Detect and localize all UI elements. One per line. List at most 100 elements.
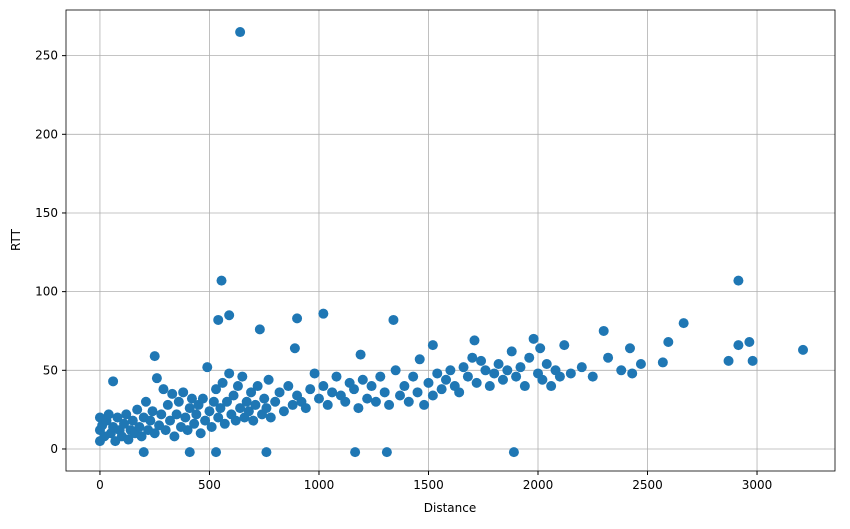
- point: [241, 396, 252, 407]
- point: [261, 447, 272, 458]
- point: [462, 371, 473, 382]
- point: [184, 403, 195, 414]
- point: [191, 409, 202, 420]
- point: [309, 368, 320, 379]
- point: [305, 384, 316, 395]
- point: [598, 325, 609, 336]
- point: [243, 406, 254, 417]
- point: [261, 403, 272, 414]
- point: [427, 390, 438, 401]
- point: [158, 384, 169, 395]
- point: [395, 390, 406, 401]
- point: [149, 428, 160, 439]
- point: [232, 381, 243, 392]
- point: [221, 396, 232, 407]
- point: [237, 371, 248, 382]
- point: [165, 415, 176, 426]
- point: [250, 399, 261, 410]
- point: [484, 381, 495, 392]
- x-axis-label: Distance: [424, 501, 476, 515]
- point: [331, 371, 342, 382]
- point: [349, 384, 360, 395]
- point: [535, 343, 546, 354]
- point: [408, 371, 419, 382]
- x-tick-label: 500: [198, 478, 221, 492]
- point: [195, 428, 206, 439]
- point: [103, 409, 114, 420]
- point: [390, 365, 401, 376]
- point: [357, 374, 368, 385]
- point: [160, 425, 171, 436]
- point: [635, 359, 646, 370]
- point: [318, 308, 329, 319]
- point: [140, 396, 151, 407]
- point: [515, 362, 526, 373]
- point: [200, 415, 211, 426]
- point: [493, 359, 504, 370]
- point: [678, 318, 689, 329]
- point: [528, 333, 539, 344]
- point: [576, 362, 587, 373]
- point: [300, 403, 311, 414]
- point: [292, 313, 303, 324]
- point: [370, 396, 381, 407]
- point: [132, 404, 143, 415]
- point: [798, 344, 809, 355]
- point: [445, 365, 456, 376]
- point: [663, 336, 674, 347]
- point: [248, 415, 259, 426]
- point: [524, 352, 535, 363]
- point: [375, 371, 386, 382]
- point: [616, 365, 627, 376]
- point: [355, 349, 366, 360]
- point: [259, 393, 270, 404]
- point: [167, 388, 178, 399]
- point: [136, 431, 147, 442]
- point: [204, 406, 215, 417]
- point: [186, 393, 197, 404]
- point: [340, 396, 351, 407]
- point: [546, 381, 557, 392]
- point: [627, 368, 638, 379]
- point: [213, 412, 224, 423]
- point: [219, 418, 230, 429]
- point: [213, 314, 224, 325]
- point: [436, 384, 447, 395]
- point: [149, 351, 160, 362]
- point: [134, 421, 145, 432]
- point: [476, 355, 487, 366]
- point: [184, 447, 195, 458]
- point: [427, 340, 438, 351]
- point: [228, 390, 239, 401]
- point: [733, 340, 744, 351]
- point: [162, 399, 173, 410]
- point: [246, 387, 257, 398]
- y-tick-label: 50: [43, 363, 58, 377]
- point: [173, 396, 184, 407]
- x-tick-label: 3000: [742, 478, 773, 492]
- point: [603, 352, 614, 363]
- point: [235, 403, 246, 414]
- point: [224, 368, 235, 379]
- point: [327, 387, 338, 398]
- x-tick-label: 2000: [523, 478, 554, 492]
- point: [112, 412, 123, 423]
- y-tick-label: 250: [35, 49, 58, 63]
- point: [744, 336, 755, 347]
- point: [508, 447, 519, 458]
- point: [502, 365, 513, 376]
- point: [322, 399, 333, 410]
- point: [747, 355, 758, 366]
- point: [123, 434, 134, 445]
- point: [211, 384, 222, 395]
- plot-frame: [65, 9, 836, 472]
- point: [381, 447, 392, 458]
- x-tick-label: 1000: [304, 478, 335, 492]
- point: [519, 381, 530, 392]
- point: [208, 396, 219, 407]
- point: [254, 324, 265, 335]
- x-tick-label: 1500: [413, 478, 444, 492]
- point: [252, 381, 263, 392]
- point: [121, 409, 132, 420]
- point: [554, 371, 565, 382]
